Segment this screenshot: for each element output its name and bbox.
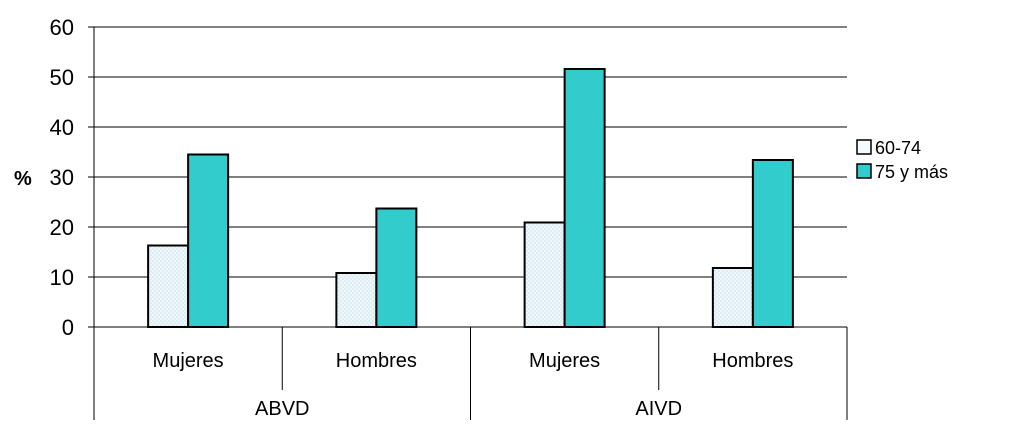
bar-series-1 xyxy=(147,244,190,328)
y-tick-label: 50 xyxy=(50,65,74,90)
bar-series-2 xyxy=(751,159,794,328)
y-tick-label: 60 xyxy=(50,15,74,40)
bar-series-1 xyxy=(711,267,754,328)
x-category-label: Hombres xyxy=(336,350,417,372)
x-category-label: Mujeres xyxy=(153,350,224,372)
axis-labels: % Mujeres Hombres Mujeres Hombres ABVD AIVD xyxy=(14,168,793,420)
legend-label: 75 y más xyxy=(875,162,948,182)
legend-swatch xyxy=(856,163,872,179)
legend-label: 60-74 xyxy=(875,138,921,158)
y-tick-label: 0 xyxy=(62,315,74,340)
bar-series-2 xyxy=(187,153,230,328)
bar-series-1 xyxy=(523,221,566,328)
bar-series-1 xyxy=(335,272,378,328)
x-group-label: ABVD xyxy=(255,398,309,420)
x-group-label: AIVD xyxy=(635,398,682,420)
y-tick-label: 10 xyxy=(50,265,74,290)
y-axis-title: % xyxy=(14,168,32,190)
y-tick-label: 20 xyxy=(50,215,74,240)
bars xyxy=(147,68,794,328)
axes: 0 10 20 30 40 50 60 xyxy=(50,15,848,420)
y-tick-label: 40 xyxy=(50,115,74,140)
y-tick-label: 30 xyxy=(50,165,74,190)
bar-series-2 xyxy=(375,207,418,328)
legend: 60-74 75 y más xyxy=(856,138,948,182)
bar-series-2 xyxy=(563,68,606,328)
legend-swatch xyxy=(856,139,872,155)
x-category-label: Mujeres xyxy=(529,350,600,372)
x-category-label: Hombres xyxy=(712,350,793,372)
